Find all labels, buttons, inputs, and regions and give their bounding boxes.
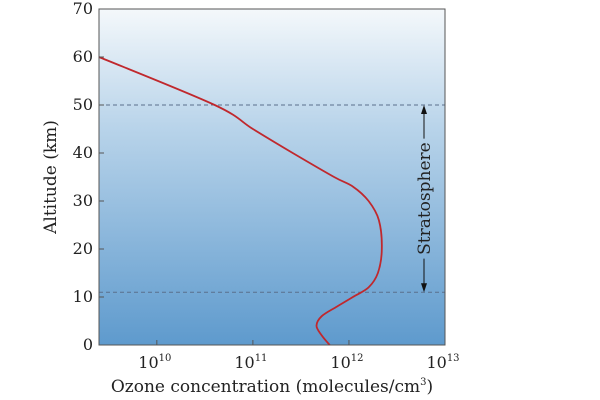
x-tick-label: 1013	[426, 353, 459, 372]
annotation-arrow-up-head	[421, 105, 427, 114]
x-tick-exponent: 10	[159, 353, 172, 364]
reference-lines	[99, 104, 445, 293]
x-axis-ticks: 1010 1011 1012 1013	[138, 340, 460, 372]
x-tick-base: 10	[426, 353, 446, 372]
x-tick-exponent: 12	[351, 353, 364, 364]
y-tick-label: 60	[73, 47, 93, 66]
stratosphere-annotation: Stratosphere	[415, 105, 435, 293]
x-tick-label: 1012	[330, 353, 363, 372]
x-tick-exponent: 13	[447, 353, 460, 364]
x-tick-exponent: 11	[255, 353, 268, 364]
y-axis-ticks: 0 10 20 30 40 50 60 70	[73, 0, 104, 354]
y-tick-label: 0	[83, 335, 93, 354]
annotation-label: Stratosphere	[415, 142, 435, 255]
plot-frame	[98, 8, 446, 346]
y-axis-title: Altitude (km)	[41, 120, 61, 235]
y-tick-label: 50	[73, 95, 93, 114]
annotation-arrow-down-head	[421, 283, 427, 293]
x-tick-label: 1011	[234, 353, 267, 372]
x-tick-label: 1010	[138, 353, 171, 372]
x-tick-base: 10	[330, 353, 350, 372]
plot-background	[99, 9, 445, 345]
y-tick-label: 10	[73, 287, 93, 306]
y-tick-label: 20	[73, 239, 93, 258]
x-tick-base: 10	[138, 353, 158, 372]
y-tick-label: 30	[73, 191, 93, 210]
x-tick-base: 10	[234, 353, 254, 372]
x-axis-title: Ozone concentration (molecules/cm3)	[111, 377, 433, 397]
y-tick-label: 70	[73, 0, 93, 18]
y-tick-label: 40	[73, 143, 93, 162]
ozone-profile-line	[98, 56, 383, 346]
